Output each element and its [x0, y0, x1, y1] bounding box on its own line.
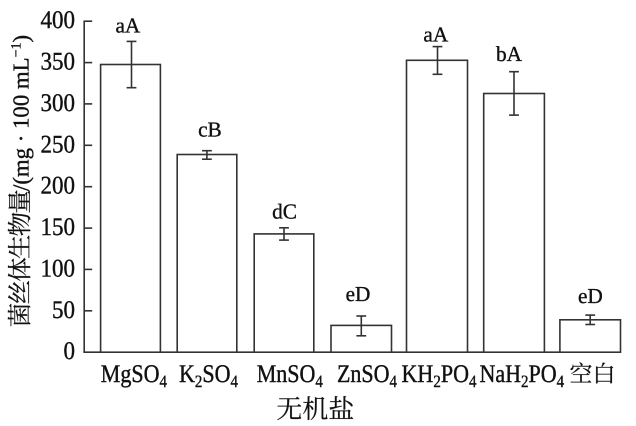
svg-text:350: 350	[41, 48, 76, 76]
svg-text:K2SO4: K2SO4	[179, 359, 239, 392]
svg-text:300: 300	[41, 89, 76, 117]
svg-text:aA: aA	[423, 23, 448, 47]
svg-text:400: 400	[41, 6, 76, 34]
svg-text:cB: cB	[198, 118, 222, 142]
svg-text:eD: eD	[578, 284, 603, 308]
svg-text:50: 50	[52, 296, 75, 324]
svg-text:dC: dC	[272, 200, 297, 224]
svg-text:ZnSO4: ZnSO4	[337, 359, 398, 392]
svg-text:250: 250	[41, 130, 76, 158]
svg-text:/(mg · 100 mL−1): /(mg · 100 mL−1)	[8, 35, 33, 191]
svg-text:KH2PO4: KH2PO4	[402, 359, 477, 392]
svg-text:200: 200	[41, 172, 76, 200]
svg-text:MgSO4: MgSO4	[101, 359, 168, 392]
svg-text:MnSO4: MnSO4	[257, 359, 324, 392]
svg-text:0: 0	[64, 337, 76, 365]
svg-text:eD: eD	[346, 282, 371, 306]
svg-text:aA: aA	[115, 13, 140, 37]
svg-text:bA: bA	[496, 42, 523, 66]
svg-text:NaH2PO4: NaH2PO4	[479, 359, 564, 392]
svg-text:100: 100	[41, 254, 76, 282]
svg-text:150: 150	[41, 213, 76, 241]
